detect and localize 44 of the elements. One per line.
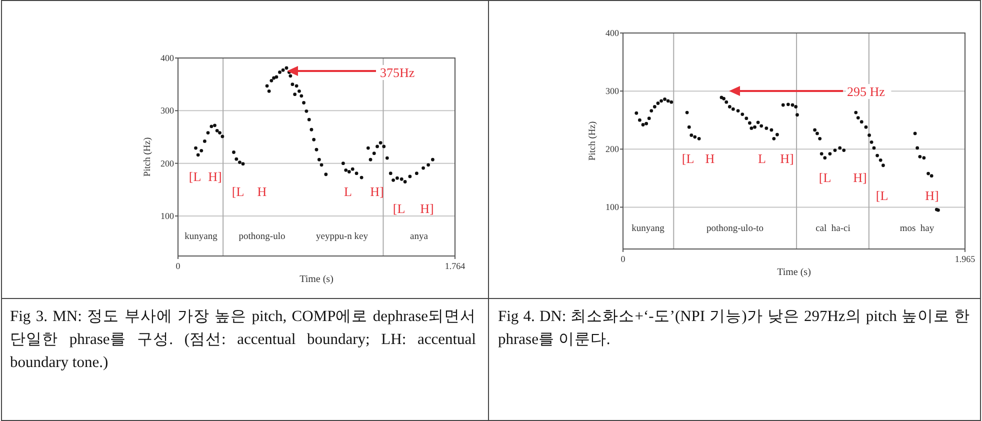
- annotation: H]: [370, 184, 384, 199]
- x-axis-title: Time (s): [300, 274, 334, 285]
- x-axis-title: Time (s): [777, 267, 811, 278]
- y-axis-title: Pitch (Hz): [588, 121, 598, 161]
- annotation: yeyppu-n key: [316, 232, 368, 242]
- y-tick-label: 100: [606, 202, 620, 212]
- y-tick-label: 400: [160, 53, 174, 63]
- annotation: H]: [925, 188, 939, 203]
- annotation: H]: [780, 151, 794, 166]
- annotation: [L: [188, 169, 202, 184]
- annotation: pothong-ulo: [238, 232, 286, 242]
- annotation: [L: [818, 170, 832, 185]
- x-tick-label: 0: [620, 254, 626, 264]
- annotation: anya: [410, 232, 429, 242]
- x-tick-label: 0: [176, 261, 181, 271]
- annotation: [L: [876, 188, 888, 203]
- caption: Fig 4. DN: 최소화소+‘-도’(NPI 기능)가 낮은 297Hz의 pitch 높이로 한 phrase를 이룬다.: [498, 307, 970, 350]
- annotation: cal ha-ci: [816, 224, 851, 234]
- annotation: H: [257, 184, 267, 199]
- annotation: kunyang: [184, 232, 218, 242]
- annotation: H: [705, 151, 715, 166]
- annotation: H]: [208, 169, 222, 184]
- y-tick-label: 400: [606, 28, 620, 38]
- annotation: L: [758, 151, 766, 166]
- annotation: [L: [682, 151, 694, 166]
- y-axis-title: Pitch (Hz): [143, 137, 153, 177]
- y-tick-label: 100: [160, 210, 174, 221]
- annotation: H]: [420, 201, 434, 216]
- annotation: H]: [853, 170, 867, 185]
- caption: Fig 3. MN: 정도 부사에 가장 높은 pitch, COMP에로 dephrase되면서 단일한 phrase를 구성. (점선: accentual boundary; LH: accentual boundary tone.): [10, 307, 476, 373]
- annotation: [L: [232, 184, 244, 199]
- y-tick-label: 200: [160, 158, 174, 168]
- y-tick-label: 300: [606, 86, 620, 96]
- annotation: 295 Hz: [847, 84, 886, 99]
- x-tick-label: 1.764: [444, 261, 466, 271]
- annotation: 375Hz: [380, 65, 415, 80]
- annotation: mos hay: [900, 224, 934, 234]
- y-tick-label: 200: [606, 144, 620, 154]
- annotation: [L: [392, 201, 406, 216]
- annotation: L: [344, 184, 352, 199]
- x-tick-label: 1.965: [954, 254, 976, 264]
- annotation: kunyang: [632, 224, 665, 234]
- y-tick-label: 300: [160, 106, 174, 116]
- annotation: pothong-ulo-to: [706, 224, 764, 234]
